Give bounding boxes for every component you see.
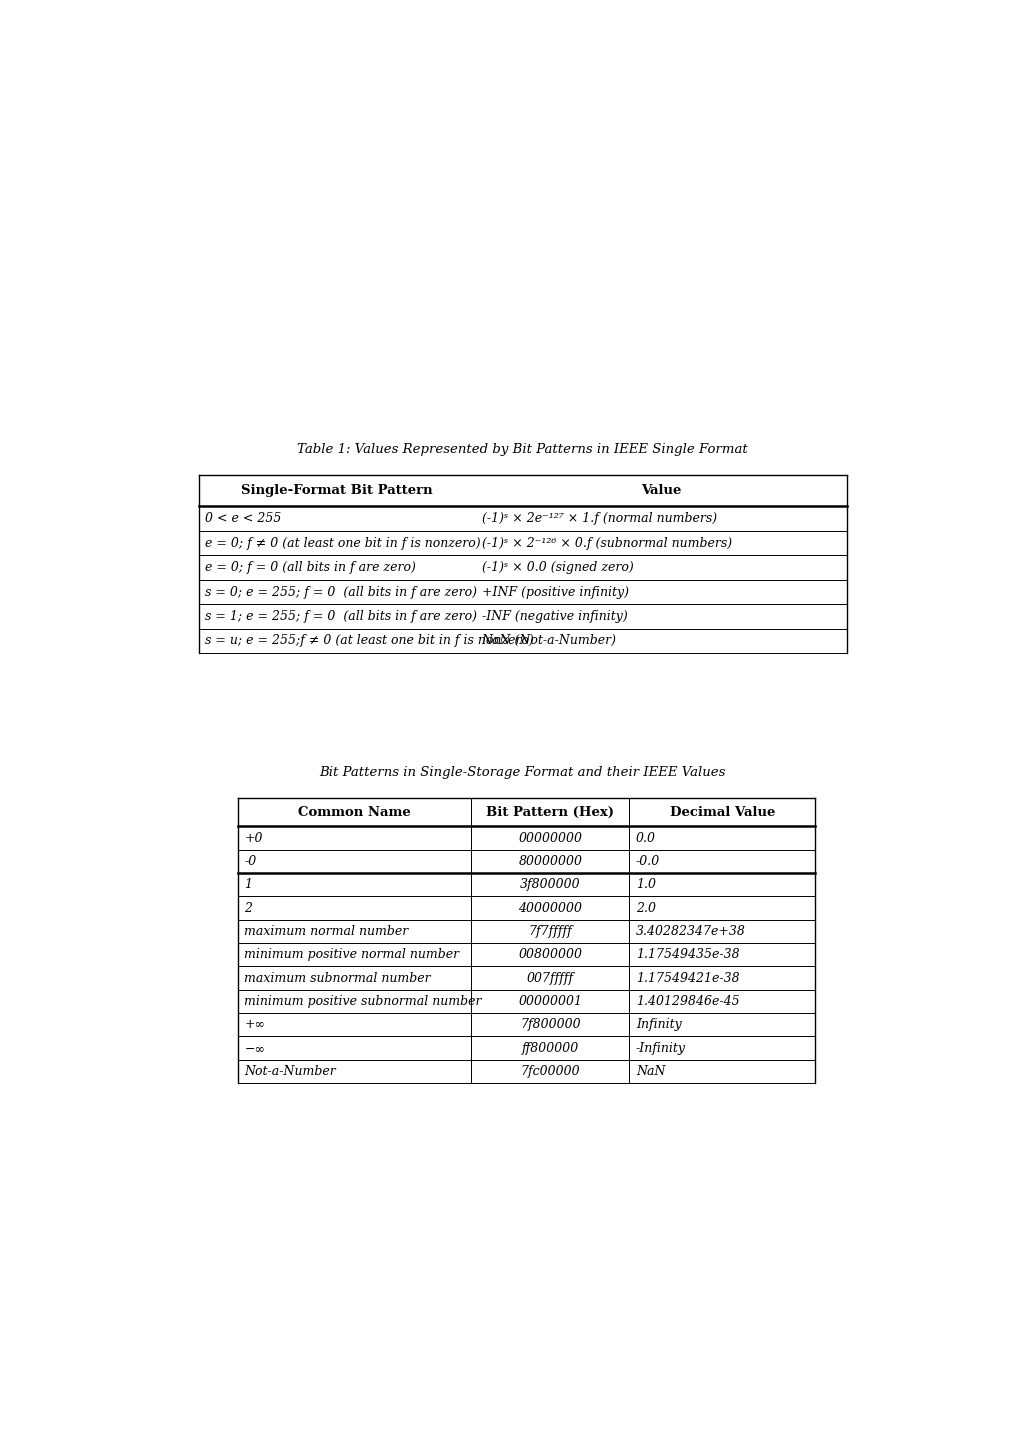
Text: e = 0; f ≠ 0 (at least one bit in f is nonzero): e = 0; f ≠ 0 (at least one bit in f is n… [205, 537, 480, 550]
Text: 3.40282347e+38: 3.40282347e+38 [635, 925, 745, 938]
Text: maximum normal number: maximum normal number [245, 925, 409, 938]
Text: (-1)ˢ × 0.0 (signed zero): (-1)ˢ × 0.0 (signed zero) [481, 561, 633, 574]
Text: ff800000: ff800000 [522, 1042, 579, 1055]
Text: 40000000: 40000000 [518, 902, 582, 915]
Text: -0.0: -0.0 [635, 856, 659, 869]
Text: 0 < e < 255: 0 < e < 255 [205, 512, 281, 525]
Text: Bit Patterns in Single-Storage Format and their IEEE Values: Bit Patterns in Single-Storage Format an… [319, 766, 726, 779]
Text: Infinity: Infinity [635, 1019, 681, 1032]
Text: 0.0: 0.0 [635, 831, 655, 844]
Text: Not-a-Number: Not-a-Number [245, 1065, 336, 1078]
Text: +0: +0 [245, 831, 263, 844]
Text: 00000000: 00000000 [518, 831, 582, 844]
Text: s = u; e = 255;f ≠ 0 (at least one bit in f is nonzero): s = u; e = 255;f ≠ 0 (at least one bit i… [205, 635, 533, 648]
Text: 1.17549435e-38: 1.17549435e-38 [635, 948, 739, 961]
Text: 3f800000: 3f800000 [520, 879, 580, 892]
Text: 7f800000: 7f800000 [520, 1019, 580, 1032]
Text: 1: 1 [245, 879, 253, 892]
Text: −∞: −∞ [245, 1042, 265, 1055]
Text: Table 1: Values Represented by Bit Patterns in IEEE Single Format: Table 1: Values Represented by Bit Patte… [298, 443, 747, 456]
Text: Single-Format Bit Pattern: Single-Format Bit Pattern [240, 485, 432, 498]
Text: 007fffff: 007fffff [527, 971, 574, 984]
Text: Value: Value [640, 485, 681, 498]
Text: -0: -0 [245, 856, 257, 869]
Text: 1.40129846e-45: 1.40129846e-45 [635, 996, 739, 1009]
Text: 00800000: 00800000 [518, 948, 582, 961]
Text: -INF (negative infinity): -INF (negative infinity) [481, 610, 627, 623]
Text: e = 0; f = 0 (all bits in f are zero): e = 0; f = 0 (all bits in f are zero) [205, 561, 416, 574]
Text: (-1)ˢ × 2e⁻¹²⁷ × 1.f (normal numbers): (-1)ˢ × 2e⁻¹²⁷ × 1.f (normal numbers) [481, 512, 716, 525]
Text: 00000001: 00000001 [518, 996, 582, 1009]
Text: +∞: +∞ [245, 1019, 265, 1032]
Text: s = 0; e = 255; f = 0  (all bits in f are zero): s = 0; e = 255; f = 0 (all bits in f are… [205, 586, 477, 599]
Text: Common Name: Common Name [299, 805, 411, 818]
Text: NaN (Not-a-Number): NaN (Not-a-Number) [481, 635, 616, 648]
Text: NaN: NaN [635, 1065, 664, 1078]
Text: maximum subnormal number: maximum subnormal number [245, 971, 431, 984]
Text: 1.17549421e-38: 1.17549421e-38 [635, 971, 739, 984]
Text: minimum positive normal number: minimum positive normal number [245, 948, 460, 961]
Text: 7fc00000: 7fc00000 [520, 1065, 580, 1078]
Text: s = 1; e = 255; f = 0  (all bits in f are zero): s = 1; e = 255; f = 0 (all bits in f are… [205, 610, 477, 623]
Text: 2.0: 2.0 [635, 902, 655, 915]
Text: Bit Pattern (Hex): Bit Pattern (Hex) [486, 805, 613, 818]
Text: (-1)ˢ × 2⁻¹²⁶ × 0.f (subnormal numbers): (-1)ˢ × 2⁻¹²⁶ × 0.f (subnormal numbers) [481, 537, 731, 550]
Text: minimum positive subnormal number: minimum positive subnormal number [245, 996, 482, 1009]
Text: +INF (positive infinity): +INF (positive infinity) [481, 586, 628, 599]
Text: 2: 2 [245, 902, 253, 915]
Text: 7f7fffff: 7f7fffff [528, 925, 572, 938]
Text: -Infinity: -Infinity [635, 1042, 685, 1055]
Text: Decimal Value: Decimal Value [669, 805, 774, 818]
Text: 80000000: 80000000 [518, 856, 582, 869]
Text: 1.0: 1.0 [635, 879, 655, 892]
